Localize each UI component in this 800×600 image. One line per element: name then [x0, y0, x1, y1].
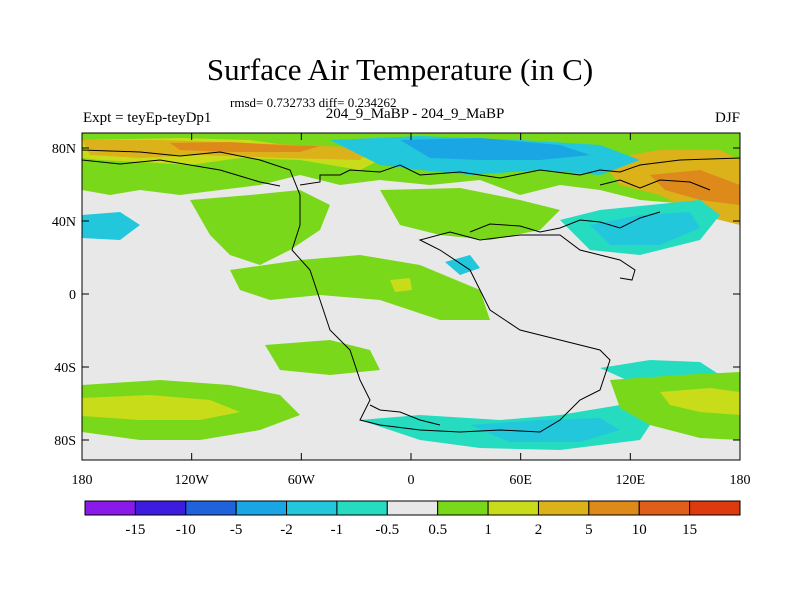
lat-tick-label: 80S — [54, 434, 76, 449]
colorbar-swatch — [84, 500, 136, 516]
coastline-outline — [81, 149, 741, 433]
colorbar-label: 15 — [682, 522, 697, 538]
season-label: DJF — [714, 110, 740, 126]
colorbar-label: -5 — [230, 522, 243, 538]
southern-warm-core-east — [660, 388, 740, 415]
longitude-axis: 180 120W 60W 0 60E 120E 180 — [72, 133, 751, 488]
colorbar-swatch — [638, 500, 691, 516]
colorbar-swatch — [134, 500, 187, 516]
eurasia-coastline — [299, 157, 741, 186]
lon-tick-label: 60E — [509, 473, 532, 488]
lon-tick-label: 0 — [408, 473, 415, 488]
tropical-warm-region — [230, 255, 490, 320]
colorbar-label: 5 — [585, 522, 593, 538]
colorbar-label: -10 — [176, 522, 196, 538]
colorbar-swatch — [437, 500, 489, 516]
colorbar-swatch — [689, 500, 741, 516]
america-coastline — [81, 149, 636, 433]
colorbar-label: -2 — [280, 522, 293, 538]
colorbar-swatch — [588, 500, 640, 516]
asia-interior-coastline — [469, 211, 661, 233]
nw-pacific-cool-spot — [82, 212, 140, 240]
africa-warm-spot — [390, 278, 412, 292]
colorbar-swatch — [336, 500, 388, 516]
colorbar-label: -0.5 — [375, 522, 399, 538]
antarctic-coastline — [369, 404, 441, 426]
north-america-warm-region — [190, 190, 330, 265]
southern-ocean-cool-core — [470, 418, 620, 442]
ne-asia-cool-core — [590, 212, 700, 245]
colorbar-label: 10 — [632, 522, 647, 538]
stats-label: rmsd= 0.732733 diff= 0.234262 — [230, 95, 397, 110]
lat-tick-label: 0 — [69, 288, 76, 303]
colorbar-swatch — [185, 500, 237, 516]
experiment-label: Expt = teyEp-teyDp1 — [83, 110, 212, 126]
south-pacific-warm-patch — [265, 340, 380, 375]
lat-tick-label: 80N — [52, 142, 76, 157]
latitude-axis: 80N 40N 0 40S 80S — [52, 142, 740, 449]
lon-tick-label: 60W — [288, 473, 316, 488]
eurasia-warm-region — [380, 188, 560, 240]
arctic-coastline — [81, 159, 281, 187]
lon-tick-label: 180 — [72, 473, 93, 488]
colorbar-swatch — [386, 500, 439, 516]
map-title: Surface Air Temperature (in C) — [206, 52, 594, 87]
southern-warm-core-west — [82, 395, 240, 420]
lon-tick-label: 120W — [175, 473, 210, 488]
colorbar-label: -1 — [331, 522, 344, 538]
lat-tick-label: 40S — [54, 361, 76, 376]
colorbar-swatch — [286, 500, 338, 516]
colorbar-swatch — [537, 500, 590, 516]
comparison-label: 204_9_MaBP - 204_9_MaBP — [325, 106, 505, 122]
colorbar-label: 1 — [484, 522, 492, 538]
siberia-hot-spot — [170, 142, 320, 152]
pacific-coastline — [599, 179, 711, 191]
lon-tick-label: 120E — [616, 473, 646, 488]
lon-tick-label: 180 — [730, 473, 751, 488]
lat-tick-label: 40N — [52, 215, 76, 230]
pacific-hot-spot — [650, 170, 740, 205]
colorbar-label: 0.5 — [428, 522, 447, 538]
colorbar-label: 2 — [535, 522, 543, 538]
colorbar-swatch — [487, 500, 539, 516]
colorbar: -15 -10 -5 -2 -1 -0.5 0.5 1 2 5 10 15 — [84, 500, 741, 538]
colorbar-swatch — [235, 500, 288, 516]
colorbar-label: -15 — [125, 522, 145, 538]
north-atlantic-cool-core — [400, 138, 590, 160]
